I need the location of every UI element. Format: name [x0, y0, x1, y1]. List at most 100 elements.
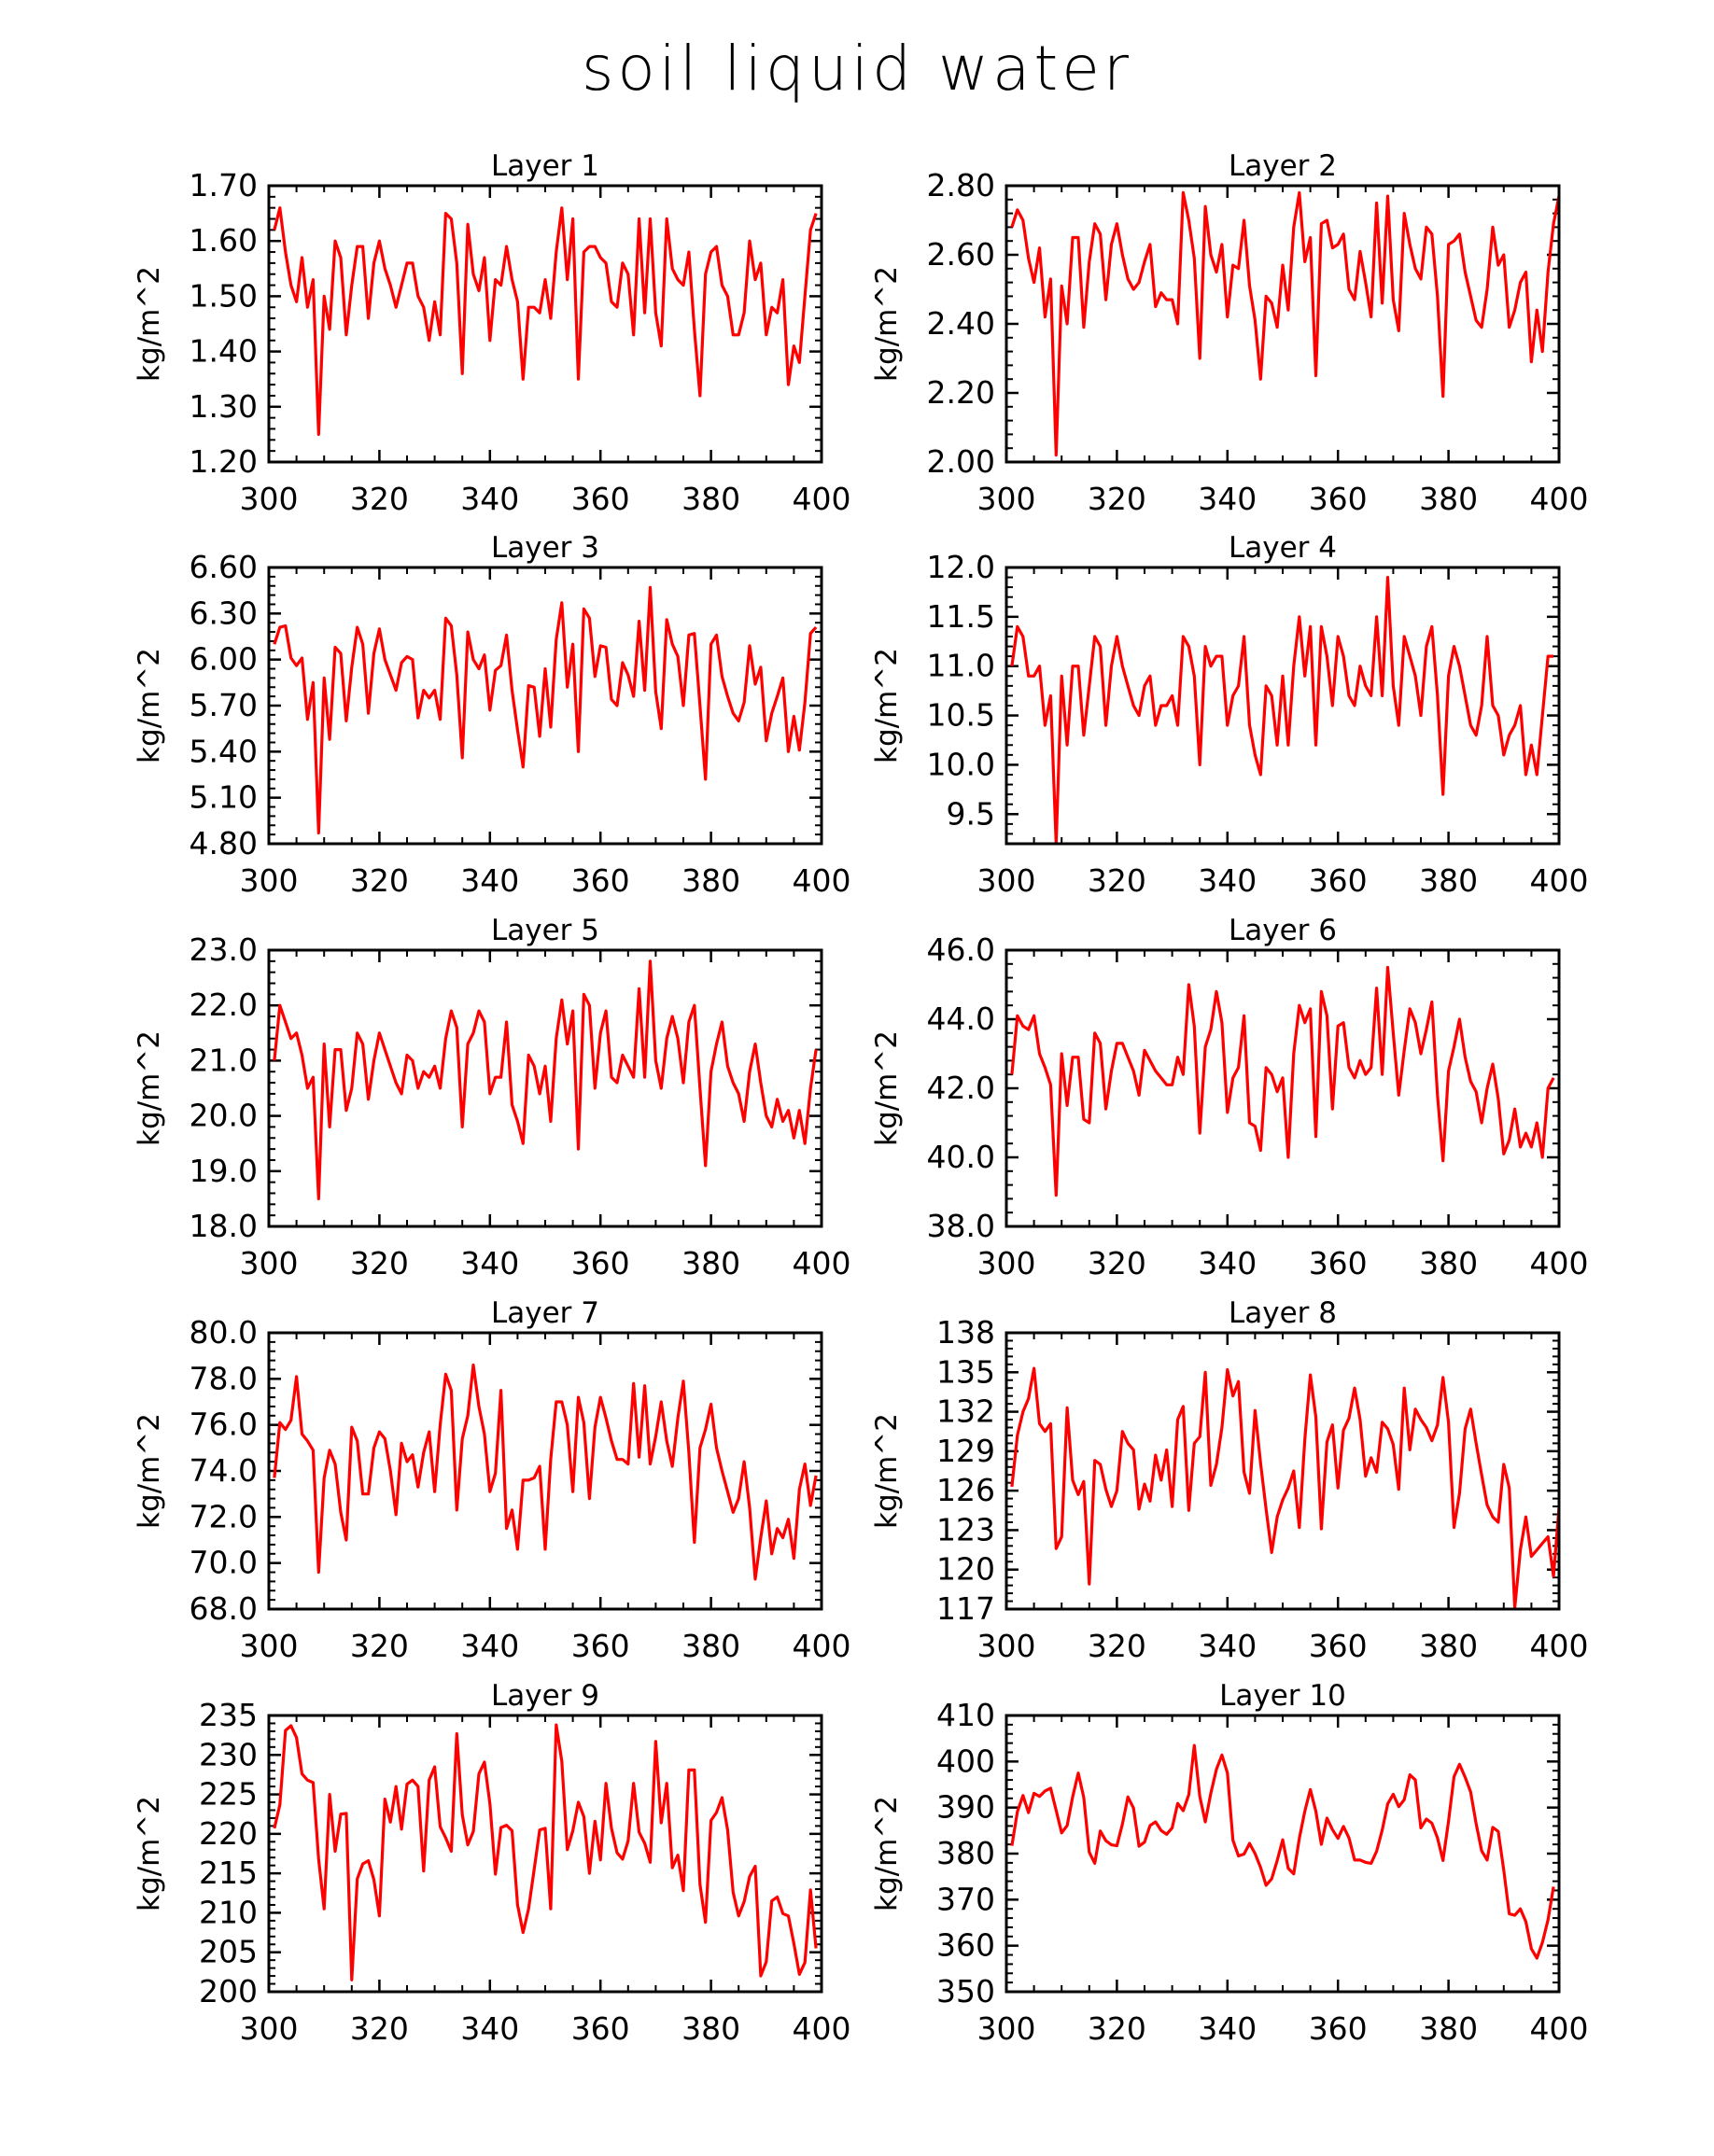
x-tick-label: 400	[1530, 1628, 1589, 1664]
series-line	[273, 206, 818, 436]
y-tick-label: 360	[936, 1927, 995, 1964]
y-tick-label: 5.70	[190, 687, 258, 723]
panel-title: Layer 9	[491, 1679, 599, 1713]
y-axis-label: kg/m^2	[870, 1796, 904, 1911]
x-tick-label: 300	[240, 1245, 299, 1281]
x-tick-label: 340	[460, 862, 519, 899]
x-tick-label: 400	[1530, 862, 1589, 899]
x-tick-label: 400	[793, 1628, 851, 1664]
x-tick-label: 400	[1530, 2010, 1589, 2047]
x-tick-label: 320	[1088, 1245, 1146, 1281]
y-tick-label: 70.0	[190, 1545, 258, 1581]
x-tick-label: 380	[681, 481, 740, 517]
y-tick-label: 129	[936, 1433, 995, 1469]
y-tick-label: 235	[199, 1697, 258, 1733]
y-tick-label: 18.0	[190, 1208, 258, 1244]
panel-layer-3: Layer 3 kg/m^2 300 320 340 360 380 400 4.80 5.10 5…	[133, 531, 851, 899]
x-tick-label: 380	[681, 1245, 740, 1281]
y-tick-label: 46.0	[927, 931, 995, 968]
x-tick-label: 340	[460, 1628, 519, 1664]
plot-frame	[1005, 948, 1561, 1228]
y-tick-label: 1.40	[190, 333, 258, 370]
panel-layer-5: Layer 5 kg/m^2 300 320 340 360 380 400 18.0 19.0 2…	[133, 914, 851, 1281]
x-tick-label: 300	[977, 481, 1036, 517]
x-tick-label: 300	[240, 481, 299, 517]
y-tick-label: 410	[936, 1697, 995, 1733]
x-tick-label: 340	[1198, 1245, 1257, 1281]
panel-title: Layer 10	[1219, 1679, 1346, 1713]
x-tick-label: 360	[571, 1245, 630, 1281]
plot-frame	[1005, 1714, 1561, 1994]
x-tick-label: 340	[1198, 1628, 1257, 1664]
panel-title: Layer 8	[1229, 1296, 1337, 1330]
panel-layer-7: Layer 7 kg/m^2 300 320 340 360 380 400 68.0 70.0 7…	[133, 1296, 851, 1664]
x-tick-label: 340	[460, 481, 519, 517]
y-tick-label: 215	[199, 1855, 258, 1891]
plot-frame	[267, 1714, 823, 1994]
y-tick-label: 1.70	[190, 167, 258, 203]
x-tick-label: 320	[1088, 862, 1146, 899]
plot-frame	[1005, 1331, 1561, 1611]
x-tick-label: 380	[1419, 862, 1478, 899]
x-tick-label: 380	[1419, 2010, 1478, 2047]
x-tick-label: 320	[1088, 481, 1146, 517]
y-tick-label: 20.0	[190, 1098, 258, 1134]
y-tick-label: 350	[936, 1973, 995, 2009]
y-tick-label: 72.0	[190, 1498, 258, 1534]
x-tick-label: 380	[681, 2010, 740, 2047]
y-tick-label: 6.30	[190, 595, 258, 631]
x-tick-label: 360	[1309, 862, 1368, 899]
x-tick-label: 300	[240, 2010, 299, 2047]
y-tick-label: 1.50	[190, 277, 258, 314]
plot-frame	[267, 948, 823, 1228]
x-tick-label: 360	[1309, 481, 1368, 517]
series-line	[273, 1723, 818, 1981]
x-tick-label: 300	[240, 862, 299, 899]
series-line	[273, 585, 818, 835]
y-tick-label: 2.80	[927, 167, 995, 203]
x-tick-label: 380	[1419, 481, 1478, 517]
series-line	[1010, 190, 1559, 457]
x-tick-label: 400	[793, 481, 851, 517]
x-tick-label: 320	[350, 2010, 409, 2047]
x-tick-label: 300	[977, 2010, 1036, 2047]
y-tick-label: 74.0	[190, 1452, 258, 1489]
y-tick-label: 390	[936, 1789, 995, 1826]
x-tick-label: 320	[350, 1628, 409, 1664]
y-tick-label: 11.5	[927, 598, 995, 635]
y-axis-label: kg/m^2	[870, 266, 904, 382]
y-tick-label: 80.0	[190, 1314, 258, 1351]
x-tick-label: 360	[571, 2010, 630, 2047]
figure-title: soil liquid water	[582, 33, 1132, 105]
y-tick-label: 44.0	[927, 1001, 995, 1037]
y-tick-label: 42.0	[927, 1070, 995, 1106]
y-tick-label: 132	[936, 1393, 995, 1430]
y-tick-label: 68.0	[190, 1590, 258, 1627]
panel-layer-10: Layer 10 kg/m^2 300 320 340 360 380 400 350 360 37…	[870, 1679, 1589, 2047]
y-axis-label: kg/m^2	[133, 648, 166, 763]
x-tick-label: 320	[1088, 2010, 1146, 2047]
plot-frame	[267, 566, 823, 846]
y-tick-label: 5.40	[190, 733, 258, 769]
x-tick-label: 400	[1530, 481, 1589, 517]
x-tick-label: 360	[1309, 1245, 1368, 1281]
x-tick-label: 400	[1530, 1245, 1589, 1281]
y-tick-label: 370	[936, 1881, 995, 1917]
y-tick-label: 40.0	[927, 1139, 995, 1175]
plot-frame	[267, 1331, 823, 1611]
panel-title: Layer 5	[491, 914, 599, 947]
series-line	[273, 959, 818, 1201]
series-line	[1010, 1743, 1555, 1960]
x-tick-label: 360	[1309, 2010, 1368, 2047]
x-tick-label: 380	[1419, 1628, 1478, 1664]
y-tick-label: 76.0	[190, 1407, 258, 1443]
x-tick-label: 360	[1309, 1628, 1368, 1664]
y-tick-label: 220	[199, 1815, 258, 1852]
x-tick-label: 400	[793, 1245, 851, 1281]
x-tick-label: 340	[460, 2010, 519, 2047]
y-tick-label: 11.0	[927, 648, 995, 684]
plot-frame	[1005, 566, 1561, 846]
panel-layer-4: Layer 4 kg/m^2 300 320 340 360 380 400 9.5 10.0 10…	[870, 531, 1589, 899]
